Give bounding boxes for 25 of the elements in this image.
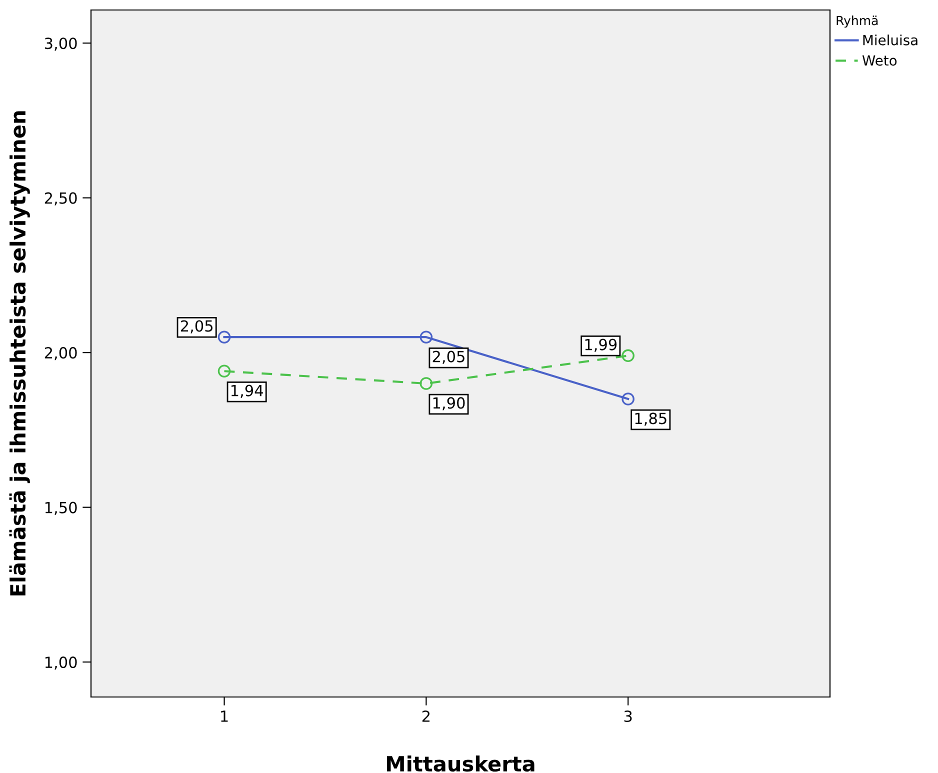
y-tick-label: 1,50 [45, 502, 77, 515]
x-tick-label: 1 [221, 710, 228, 722]
y-tick-label: 2,50 [44, 192, 77, 206]
point [420, 377, 433, 390]
point [218, 364, 231, 378]
data-label: 2,05 [432, 350, 464, 364]
data-label: 1,85 [635, 412, 666, 426]
y-axis-title: Elämästä ja ihmissuhteista selviytyminen [9, 111, 30, 596]
data-label: 2,05 [180, 320, 212, 334]
point [420, 330, 433, 344]
legend-label: Mieluisa [863, 34, 918, 46]
legend-label: Weto [862, 55, 897, 66]
data-label: 1,90 [433, 397, 465, 410]
data-label: 1,94 [231, 384, 263, 398]
data-label: 1,99 [585, 338, 617, 352]
x-axis-title: Mittauskerta [387, 756, 534, 772]
legend-title: Ryhmä [836, 16, 878, 28]
y-tick-label: 2,00 [44, 347, 77, 360]
point [622, 392, 634, 406]
point [622, 349, 634, 362]
y-tick-label: 1,00 [45, 656, 77, 670]
x-tick-label: 2 [422, 710, 430, 722]
x-tick-label: 3 [624, 710, 632, 722]
point [218, 330, 231, 344]
y-tick-label: 3,00 [44, 38, 77, 51]
